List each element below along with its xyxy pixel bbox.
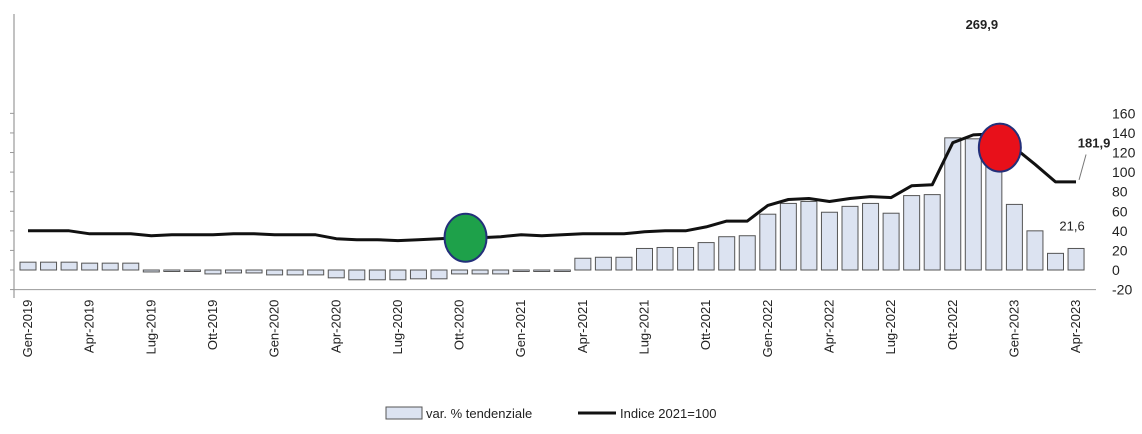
bar-Mag-2019 <box>101 262 119 271</box>
bar-Lug-2020 <box>389 269 407 281</box>
x-tick-label: Gen-2021 <box>513 300 528 358</box>
bar-Mag-2022 <box>841 205 859 271</box>
bar-Dic-2021 <box>738 235 756 271</box>
bar-Ott-2022 <box>944 137 962 271</box>
bar-Gen-2019 <box>19 261 37 271</box>
bar-Giu-2022 <box>862 202 880 271</box>
bar-Ott-2020 <box>451 269 469 275</box>
x-tick-label: Lug-2021 <box>637 300 652 355</box>
bar-Lug-2021 <box>636 247 653 271</box>
y-tick-label: 120 <box>1112 145 1136 161</box>
bar-Ago-2022 <box>903 195 921 271</box>
bar-Mar-2019 <box>60 261 78 271</box>
bar-Gen-2022 <box>759 213 777 271</box>
markers <box>443 122 1022 263</box>
bar-Feb-2019 <box>40 261 58 271</box>
bar-Giu-2021 <box>615 256 633 271</box>
x-tick-label: Apr-2022 <box>821 300 836 353</box>
x-tick-label: Ott-2021 <box>698 300 713 351</box>
bar-Set-2022 <box>923 194 941 271</box>
bar-Nov-2020 <box>471 269 489 275</box>
bar-Mar-2022 <box>800 200 818 271</box>
x-tick-label: Apr-2020 <box>328 300 343 353</box>
bar-Mar-2020 <box>307 269 325 276</box>
bar-Nov-2022 <box>964 138 982 271</box>
x-tick-label: Gen-2019 <box>20 300 35 358</box>
y-tick-label: 140 <box>1112 125 1136 141</box>
y-tick-label: 160 <box>1112 105 1136 121</box>
green-marker <box>443 212 488 263</box>
bar-Ago-2019 <box>163 269 181 272</box>
x-tick-label: Lug-2022 <box>883 300 898 355</box>
y-tick-label: 100 <box>1112 164 1136 180</box>
bar-Feb-2020 <box>286 269 304 276</box>
bar-Gen-2021 <box>512 269 530 272</box>
annotation-label: 181,9 <box>1078 136 1111 151</box>
bar-Giu-2020 <box>368 269 386 281</box>
bar-Set-2021 <box>677 246 695 271</box>
y-tick-label: 20 <box>1112 242 1128 258</box>
annotation-label: 21,6 <box>1059 218 1084 233</box>
bar-Mag-2021 <box>594 256 612 271</box>
bar-Gen-2023 <box>1005 203 1023 271</box>
annotation-leader <box>1078 154 1087 181</box>
bar-Mag-2020 <box>348 269 366 281</box>
bar-Apr-2021 <box>574 257 592 271</box>
bar-Apr-2020 <box>327 269 345 279</box>
bar-series <box>19 137 1085 281</box>
x-tick-label: Gen-2023 <box>1006 300 1021 358</box>
bar-Nov-2019 <box>225 269 242 274</box>
bar-Apr-2023 <box>1067 247 1085 271</box>
x-tick-label: Gen-2022 <box>760 300 775 358</box>
bar-Dic-2019 <box>245 269 263 274</box>
bar-Apr-2022 <box>820 211 838 271</box>
bar-Ago-2020 <box>409 269 427 280</box>
bar-Mar-2023 <box>1047 252 1064 271</box>
legend-swatch-bars <box>385 406 423 420</box>
annotations: 269,9 181,9 21,6 <box>966 17 1111 234</box>
x-tick-label: Ott-2019 <box>205 300 220 351</box>
bar-Feb-2021 <box>533 269 551 272</box>
y-tick-label: 80 <box>1112 184 1128 200</box>
line-series <box>28 132 1076 243</box>
x-tick-label: Apr-2023 <box>1068 300 1083 353</box>
x-tick-label: Apr-2021 <box>575 300 590 353</box>
index-line <box>28 132 1076 243</box>
bar-Ott-2019 <box>204 269 222 275</box>
y-tick-label: 60 <box>1112 203 1128 219</box>
bar-Mar-2021 <box>553 269 571 272</box>
x-tick-label: Ott-2022 <box>945 300 960 351</box>
x-tick-label: Lug-2019 <box>143 300 158 355</box>
bar-Giu-2019 <box>122 262 140 271</box>
legend: var. % tendenziale Indice 2021=100 <box>385 406 717 421</box>
y-tick-label: 40 <box>1112 223 1128 239</box>
bar-Set-2020 <box>430 269 448 280</box>
red-marker <box>977 122 1022 173</box>
legend-label-bars: var. % tendenziale <box>426 406 532 421</box>
axes: -20 0 20 40 60 80 100 120 140 160 Gen-2019 Apr-2019… <box>10 14 1136 357</box>
annotation-label: 269,9 <box>966 17 999 32</box>
bar-Lug-2022 <box>882 212 900 271</box>
y-tick-label: -20 <box>1112 282 1132 298</box>
bar-Ott-2021 <box>697 242 715 271</box>
bar-Dic-2020 <box>492 269 510 275</box>
bar-Set-2019 <box>183 269 201 272</box>
x-tick-label: Ott-2020 <box>452 300 467 351</box>
x-tick-label: Apr-2019 <box>82 300 97 353</box>
bar-Feb-2022 <box>779 202 797 271</box>
x-tick-label: Gen-2020 <box>267 300 282 358</box>
bar-Ago-2021 <box>656 246 674 271</box>
y-tick-label: 0 <box>1112 262 1120 278</box>
legend-label-line: Indice 2021=100 <box>620 406 717 421</box>
x-tick-label: Lug-2020 <box>390 300 405 355</box>
bar-Gen-2020 <box>266 269 284 276</box>
bar-Feb-2023 <box>1026 230 1044 271</box>
bar-Apr-2019 <box>81 262 99 271</box>
bar-Lug-2019 <box>142 269 160 273</box>
bar-Nov-2021 <box>718 236 736 271</box>
